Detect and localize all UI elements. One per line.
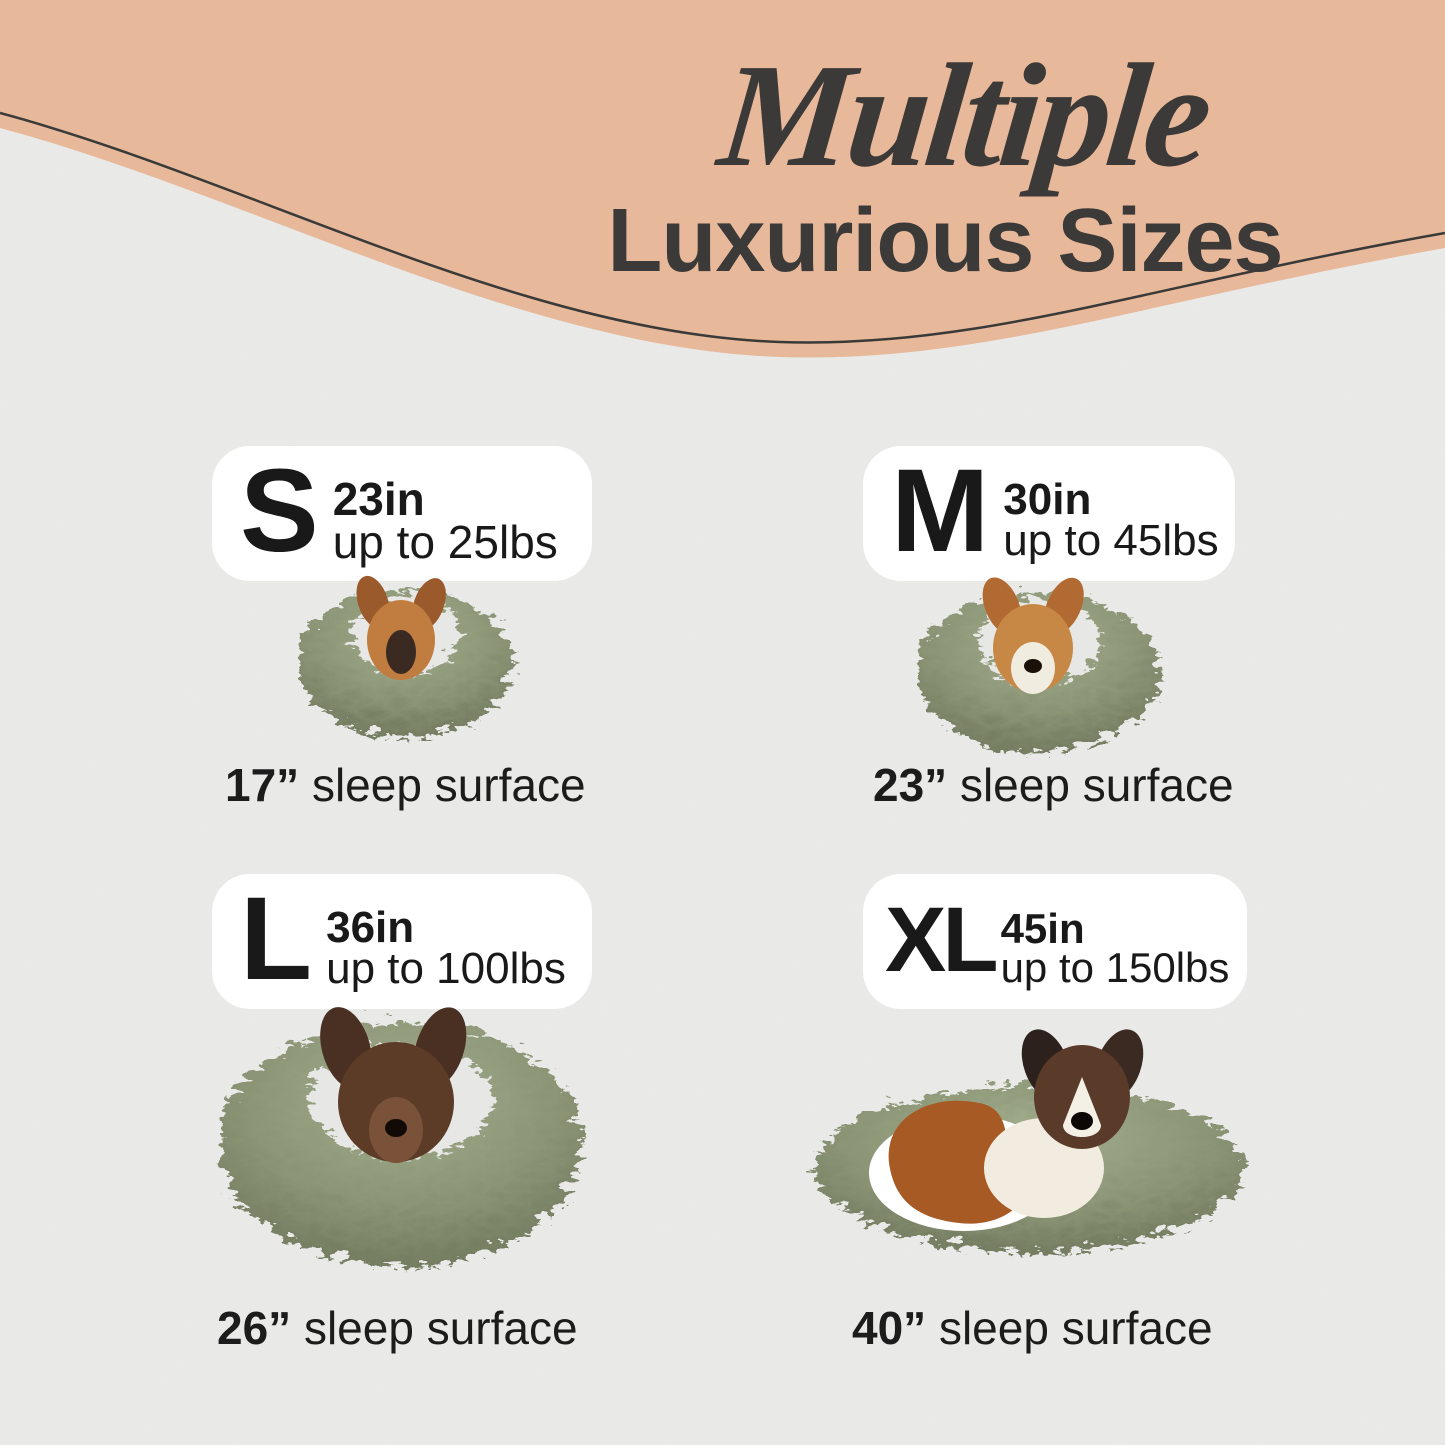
svg-text:Multiple: Multiple (710, 34, 1216, 198)
